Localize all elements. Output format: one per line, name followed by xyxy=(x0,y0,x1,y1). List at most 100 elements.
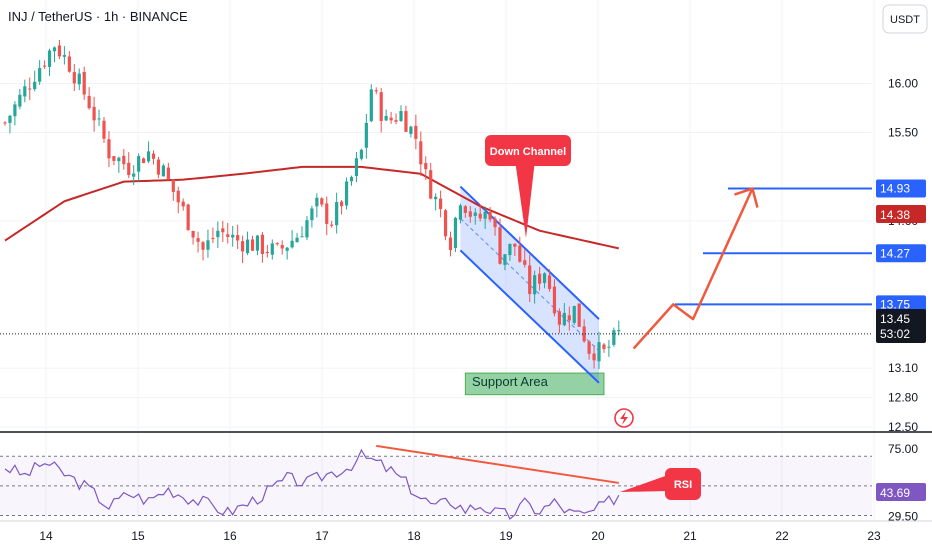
candle-body xyxy=(597,342,601,362)
rsi-band xyxy=(0,456,872,516)
level-label: 14.27 xyxy=(880,246,910,260)
candle-body xyxy=(245,239,250,254)
level-badge xyxy=(876,244,926,263)
candle-body xyxy=(82,71,86,95)
candle-body xyxy=(483,211,487,219)
price-tick-label: 12.80 xyxy=(888,391,918,405)
time-tick-label: 18 xyxy=(407,529,421,543)
candle-body xyxy=(617,330,621,332)
candle-body xyxy=(473,212,477,216)
candle-body xyxy=(330,224,334,226)
candle-body xyxy=(33,81,37,90)
projection-line xyxy=(632,187,754,350)
candle-body xyxy=(592,353,596,361)
rsi-current-value: 43.69 xyxy=(880,486,910,500)
rsi-callout-pointer xyxy=(620,475,668,492)
candle-body xyxy=(161,165,165,177)
time-axis: 14 15 16 17 18 19 20 21 22 23 xyxy=(39,529,881,543)
projection-arrowhead xyxy=(734,187,759,208)
candle-body xyxy=(394,120,398,122)
time-tick-label: 21 xyxy=(683,529,697,543)
candle-body xyxy=(176,190,180,203)
candle-body xyxy=(196,238,200,242)
candle-body xyxy=(429,170,433,199)
candle-body xyxy=(503,254,507,265)
currency-button[interactable]: USDT xyxy=(882,4,928,34)
candle-body xyxy=(310,208,314,221)
candle-body xyxy=(379,92,383,121)
candle-body xyxy=(587,341,591,354)
candle-body xyxy=(47,50,52,67)
time-tick-label: 23 xyxy=(867,529,881,543)
candle-body xyxy=(280,245,284,249)
candle-body xyxy=(369,89,373,122)
candle-body xyxy=(562,312,566,326)
candle-body xyxy=(567,315,571,321)
projection-arrow xyxy=(632,187,759,350)
time-tick-label: 17 xyxy=(315,529,329,543)
candle-body xyxy=(572,305,576,323)
candle-body xyxy=(344,181,349,206)
candle-body xyxy=(389,117,393,121)
candle-body xyxy=(236,235,240,241)
candle-body xyxy=(443,210,448,237)
level-badge xyxy=(876,179,926,198)
down-channel-callout: Down Channel xyxy=(485,135,571,238)
candle-body xyxy=(468,211,472,217)
candle-body xyxy=(191,231,195,238)
ma-value-badge: 14.38 xyxy=(876,205,926,223)
candle-body xyxy=(582,326,586,342)
candle-body xyxy=(577,303,581,327)
candle-body xyxy=(151,153,156,159)
candle-body xyxy=(146,151,151,162)
rsi-panel xyxy=(0,444,872,520)
level-label: 13.75 xyxy=(880,297,910,311)
candle-body xyxy=(419,141,423,165)
candle-body xyxy=(156,159,161,175)
candle-body xyxy=(132,173,136,177)
currency-label: USDT xyxy=(890,14,920,26)
down-channel-lower xyxy=(459,249,600,384)
rsi-tick-label: 29.50 xyxy=(888,509,918,523)
candle-body xyxy=(102,120,106,139)
candle-body xyxy=(315,197,319,207)
candle-body xyxy=(424,163,428,170)
candle-body xyxy=(434,196,438,200)
candle-body xyxy=(52,47,57,52)
candle-body xyxy=(458,205,462,220)
last-price-badge: 13.45 53:02 xyxy=(876,309,926,343)
candle-body xyxy=(260,234,264,255)
candle-body xyxy=(305,220,309,238)
down-channel-median xyxy=(460,218,600,352)
time-tick-label: 20 xyxy=(591,529,605,543)
candles xyxy=(3,39,621,370)
lightning-icon[interactable] xyxy=(614,408,634,428)
candle-body xyxy=(513,243,517,247)
price-countdown: 53:02 xyxy=(880,327,910,341)
candle-body xyxy=(171,179,175,192)
candle-body xyxy=(92,106,96,121)
rsi-trendline xyxy=(376,444,619,484)
candle-body xyxy=(28,88,32,90)
support-area-box xyxy=(464,372,605,396)
candle-body xyxy=(241,241,245,252)
candle-body xyxy=(354,158,359,176)
candle-body xyxy=(107,139,111,159)
rsi-tick-label: 75.00 xyxy=(888,442,918,456)
price-tick-label: 15.50 xyxy=(888,126,918,140)
candle-body xyxy=(285,247,289,251)
support-area xyxy=(464,372,605,396)
candle-body xyxy=(300,236,304,238)
level-badge xyxy=(876,295,926,314)
candle-body xyxy=(87,95,91,109)
candle-body xyxy=(127,162,131,176)
time-tick-label: 14 xyxy=(39,529,53,543)
candle-body xyxy=(77,73,81,85)
candle-body xyxy=(275,243,279,245)
candle-body xyxy=(335,202,339,226)
rsi-label: RSI xyxy=(674,479,692,491)
candle-body xyxy=(8,115,12,123)
candle-body xyxy=(453,217,458,248)
candle-body xyxy=(270,243,274,255)
